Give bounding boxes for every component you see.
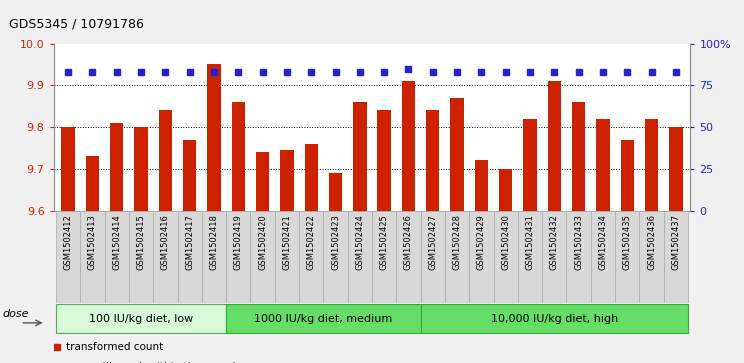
FancyBboxPatch shape	[80, 211, 105, 303]
FancyBboxPatch shape	[324, 211, 347, 303]
FancyBboxPatch shape	[105, 211, 129, 303]
Text: 10,000 IU/kg diet, high: 10,000 IU/kg diet, high	[491, 314, 618, 323]
FancyBboxPatch shape	[153, 211, 178, 303]
Text: GSM1502413: GSM1502413	[88, 214, 97, 270]
FancyBboxPatch shape	[664, 211, 688, 303]
Bar	[572, 102, 586, 211]
Bar	[304, 144, 318, 211]
Text: GSM1502426: GSM1502426	[404, 214, 413, 270]
Bar	[208, 65, 221, 211]
Text: GSM1502436: GSM1502436	[647, 214, 656, 270]
FancyBboxPatch shape	[56, 211, 80, 303]
Text: GSM1502415: GSM1502415	[137, 214, 146, 270]
Text: GSM1502437: GSM1502437	[671, 214, 680, 270]
Text: GDS5345 / 10791786: GDS5345 / 10791786	[9, 17, 144, 30]
Text: GSM1502422: GSM1502422	[307, 214, 315, 270]
Text: GSM1502417: GSM1502417	[185, 214, 194, 270]
FancyBboxPatch shape	[469, 211, 493, 303]
Text: GSM1502416: GSM1502416	[161, 214, 170, 270]
Bar	[353, 102, 367, 211]
Bar	[158, 110, 172, 211]
FancyBboxPatch shape	[420, 304, 688, 333]
Text: transformed count: transformed count	[66, 342, 164, 352]
FancyBboxPatch shape	[420, 211, 445, 303]
FancyBboxPatch shape	[518, 211, 542, 303]
FancyBboxPatch shape	[226, 211, 251, 303]
Text: GSM1502435: GSM1502435	[623, 214, 632, 270]
Bar	[329, 173, 342, 211]
Bar	[426, 110, 440, 211]
Text: GSM1502424: GSM1502424	[356, 214, 365, 270]
Bar	[377, 110, 391, 211]
Bar	[135, 127, 148, 211]
Text: 100 IU/kg diet, low: 100 IU/kg diet, low	[89, 314, 193, 323]
FancyBboxPatch shape	[445, 211, 469, 303]
Bar	[62, 127, 75, 211]
FancyBboxPatch shape	[251, 211, 275, 303]
FancyBboxPatch shape	[347, 211, 372, 303]
Bar	[402, 81, 415, 211]
Text: GSM1502420: GSM1502420	[258, 214, 267, 270]
Text: GSM1502429: GSM1502429	[477, 214, 486, 270]
Bar	[450, 98, 464, 211]
Text: GSM1502425: GSM1502425	[379, 214, 388, 270]
Text: GSM1502432: GSM1502432	[550, 214, 559, 270]
Bar	[256, 152, 269, 211]
FancyBboxPatch shape	[226, 304, 420, 333]
Text: percentile rank within the sample: percentile rank within the sample	[66, 362, 243, 363]
Text: GSM1502434: GSM1502434	[598, 214, 607, 270]
Text: GSM1502418: GSM1502418	[210, 214, 219, 270]
FancyBboxPatch shape	[542, 211, 566, 303]
Text: GSM1502412: GSM1502412	[64, 214, 73, 270]
Text: GSM1502428: GSM1502428	[452, 214, 461, 270]
FancyBboxPatch shape	[275, 211, 299, 303]
Bar	[645, 119, 658, 211]
Text: GSM1502421: GSM1502421	[283, 214, 292, 270]
FancyBboxPatch shape	[639, 211, 664, 303]
FancyBboxPatch shape	[615, 211, 639, 303]
FancyBboxPatch shape	[397, 211, 420, 303]
Text: GSM1502431: GSM1502431	[525, 214, 534, 270]
Bar	[231, 102, 245, 211]
Bar	[548, 81, 561, 211]
Text: GSM1502433: GSM1502433	[574, 214, 583, 270]
FancyBboxPatch shape	[493, 211, 518, 303]
Bar	[523, 119, 536, 211]
Bar	[475, 160, 488, 211]
FancyBboxPatch shape	[178, 211, 202, 303]
Text: 1000 IU/kg diet, medium: 1000 IU/kg diet, medium	[254, 314, 393, 323]
Bar	[596, 119, 609, 211]
Bar	[620, 140, 634, 211]
FancyBboxPatch shape	[202, 211, 226, 303]
Text: GSM1502427: GSM1502427	[429, 214, 437, 270]
FancyBboxPatch shape	[372, 211, 397, 303]
Bar	[669, 127, 682, 211]
Text: dose: dose	[3, 309, 29, 319]
FancyBboxPatch shape	[566, 211, 591, 303]
Bar	[110, 123, 124, 211]
FancyBboxPatch shape	[299, 211, 324, 303]
Text: GSM1502430: GSM1502430	[501, 214, 510, 270]
Text: GSM1502419: GSM1502419	[234, 214, 243, 270]
FancyBboxPatch shape	[56, 304, 226, 333]
Bar	[183, 140, 196, 211]
Text: GSM1502423: GSM1502423	[331, 214, 340, 270]
FancyBboxPatch shape	[129, 211, 153, 303]
Bar	[86, 156, 99, 211]
Text: GSM1502414: GSM1502414	[112, 214, 121, 270]
FancyBboxPatch shape	[591, 211, 615, 303]
Bar	[499, 169, 513, 211]
Bar	[280, 150, 294, 211]
